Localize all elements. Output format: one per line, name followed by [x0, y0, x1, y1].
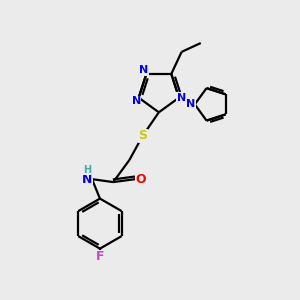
Text: N: N — [132, 97, 141, 106]
Text: S: S — [138, 129, 147, 142]
Text: N: N — [186, 99, 195, 110]
Text: N: N — [82, 172, 92, 186]
Text: F: F — [96, 250, 104, 263]
Text: O: O — [136, 172, 146, 186]
Text: H: H — [82, 165, 91, 175]
Text: N: N — [177, 93, 186, 103]
Text: N: N — [140, 65, 148, 75]
